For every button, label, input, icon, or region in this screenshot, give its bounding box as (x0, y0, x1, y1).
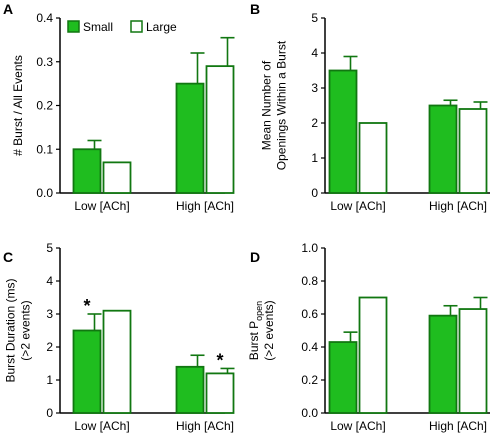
chart-panel-c: C 0 1 2 3 4 5 Burst Duration (ms) (>2 events) Low… (3, 241, 235, 433)
y-axis-label: Mean Number of (260, 60, 274, 150)
y-axis-label: Burst Duration (ms) (4, 278, 18, 382)
bar-small (428, 314, 458, 414)
y-tick-label: 0.1 (36, 142, 53, 156)
y-axis-label-main: Burst P (247, 321, 261, 360)
panel-letter: A (3, 1, 13, 17)
y-tick-label: 1 (311, 151, 318, 165)
legend-label-small: Small (83, 20, 113, 34)
y-tick-label: 3 (46, 307, 53, 321)
bar-small (428, 104, 458, 194)
chart-panel-a: A 0.0 0.1 0.2 0.3 0.4 # Burst / All Events Low … (3, 1, 235, 213)
panel-letter: C (3, 249, 13, 265)
x-tick-label: High [ACh] (176, 419, 234, 433)
panel-letter: D (250, 249, 260, 265)
legend-swatch-small (67, 20, 80, 33)
y-axis-label: Burst Popen (247, 301, 264, 360)
x-tick-label: High [ACh] (429, 199, 487, 213)
y-axis-label: (>2 events) (19, 300, 33, 360)
bar-small (72, 148, 102, 194)
significance-asterisk: * (216, 350, 223, 370)
legend: Small Large (67, 20, 177, 34)
bar-large (205, 372, 235, 414)
y-tick-label: 4 (311, 46, 318, 60)
legend-label-large: Large (146, 20, 177, 34)
y-tick-label: 0.6 (301, 307, 318, 321)
chart-panel-d: D 0.0 0.2 0.4 0.6 0.8 1.0 Burst Popen(>2 events… (247, 241, 490, 433)
y-tick-label: 0.8 (301, 274, 318, 288)
y-tick-label: 0.4 (36, 11, 53, 25)
bar-large (458, 308, 488, 414)
bar-large (358, 296, 388, 414)
y-tick-label: 2 (46, 340, 53, 354)
y-tick-label: 2 (311, 116, 318, 130)
bar-small (72, 329, 102, 414)
y-tick-label: 5 (311, 11, 318, 25)
y-tick-label: 0.4 (301, 340, 318, 354)
bar-large (102, 161, 132, 194)
y-tick-label: 3 (311, 81, 318, 95)
bar-large (102, 309, 132, 414)
y-tick-label: 0 (311, 186, 318, 200)
bar-small (175, 82, 205, 194)
y-axis-label-subscript: open (254, 301, 264, 321)
y-tick-label: 1.0 (301, 241, 318, 255)
bar-small (328, 341, 358, 414)
y-tick-label: 0.0 (301, 406, 318, 420)
x-tick-label: High [ACh] (176, 199, 234, 213)
x-tick-label: High [ACh] (429, 419, 487, 433)
bar-small (328, 69, 358, 194)
y-tick-label: 0.2 (301, 373, 318, 387)
y-tick-label: 1 (46, 373, 53, 387)
x-tick-label: Low [ACh] (74, 419, 129, 433)
y-tick-label: 4 (46, 274, 53, 288)
y-tick-label: 0 (46, 406, 53, 420)
panel-letter: B (250, 1, 260, 17)
bar-large (358, 122, 388, 194)
x-tick-label: Low [ACh] (330, 419, 385, 433)
y-tick-label: 0.3 (36, 55, 53, 69)
y-tick-label: 0.0 (36, 186, 53, 200)
chart-panel-b: B 0 1 2 3 4 5 Mean Number of Openings Within a B… (250, 1, 490, 213)
bar-large (458, 108, 488, 194)
y-axis-label: # Burst / All Events (11, 55, 25, 156)
significance-asterisk: * (83, 296, 90, 316)
legend-swatch-large (130, 20, 143, 33)
bar-large (205, 65, 235, 194)
y-axis-label: Openings Within a Burst (275, 40, 289, 170)
y-tick-label: 0.2 (36, 99, 53, 113)
y-tick-label: 5 (46, 241, 53, 255)
x-tick-label: Low [ACh] (74, 199, 129, 213)
x-tick-label: Low [ACh] (330, 199, 385, 213)
y-axis-label: (>2 events) (262, 300, 276, 360)
bar-small (175, 365, 205, 414)
